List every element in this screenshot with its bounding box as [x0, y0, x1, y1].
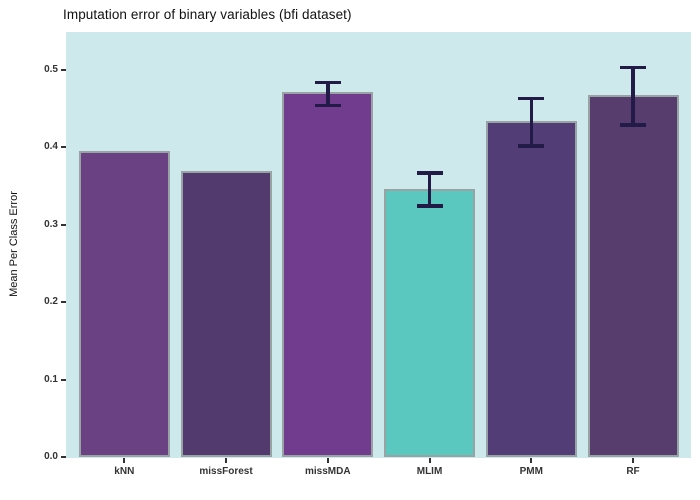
errorbar-stem-missMDA — [326, 83, 330, 105]
y-tick-mark — [61, 456, 66, 458]
errorbar-cap-top-MLIM — [416, 171, 443, 175]
bar-PMM — [485, 120, 577, 457]
errorbar-stem-RF — [631, 68, 635, 125]
bar-kNN — [78, 151, 170, 457]
errorbar-stem-MLIM — [427, 173, 432, 206]
y-tick-label: 0.2 — [44, 296, 58, 308]
x-tick-mark — [632, 458, 634, 463]
errorbar-stem-PMM — [529, 99, 533, 146]
bar-MLIM — [384, 188, 476, 457]
y-tick-mark — [61, 223, 66, 226]
errorbar-cap-bottom-PMM — [518, 144, 545, 148]
x-tick-mark — [123, 458, 126, 463]
x-tick-mark — [530, 458, 533, 463]
x-tick-label-MLIM: MLIM — [416, 466, 443, 477]
errorbar-cap-bottom-MLIM — [416, 204, 443, 208]
y-tick-label: 0.4 — [44, 141, 58, 153]
x-tick-mark — [428, 458, 431, 463]
errorbar-cap-bottom-RF — [620, 123, 646, 127]
y-tick-mark — [61, 301, 66, 304]
x-tick-label-missForest: missForest — [199, 466, 253, 477]
y-tick-label: 0.5 — [44, 64, 58, 75]
bar-RF — [587, 95, 679, 457]
y-tick-label: 0.1 — [44, 373, 58, 385]
x-tick-label-kNN: kNN — [114, 466, 135, 477]
x-tick-mark — [326, 458, 329, 463]
bar-missForest — [180, 171, 272, 457]
y-tick-label: 0.3 — [44, 218, 58, 230]
y-tick-mark — [61, 146, 66, 149]
plot-panel — [66, 32, 691, 458]
chart-title: Imputation error of binary variables (bf… — [63, 7, 352, 22]
x-tick-label-missMDA: missMDA — [304, 466, 351, 477]
errorbar-cap-top-PMM — [518, 96, 545, 101]
errorbar-cap-bottom-missMDA — [314, 103, 341, 108]
errorbar-cap-top-RF — [620, 65, 646, 70]
x-tick-label-RF: RF — [626, 466, 640, 477]
x-tick-mark — [225, 458, 228, 463]
y-tick-mark — [61, 378, 66, 381]
errorbar-cap-top-missMDA — [314, 80, 341, 85]
x-tick-label-PMM: PMM — [519, 466, 543, 477]
y-tick-mark — [61, 69, 66, 71]
bar-missMDA — [282, 92, 374, 457]
y-tick-label: 0.0 — [44, 451, 58, 462]
